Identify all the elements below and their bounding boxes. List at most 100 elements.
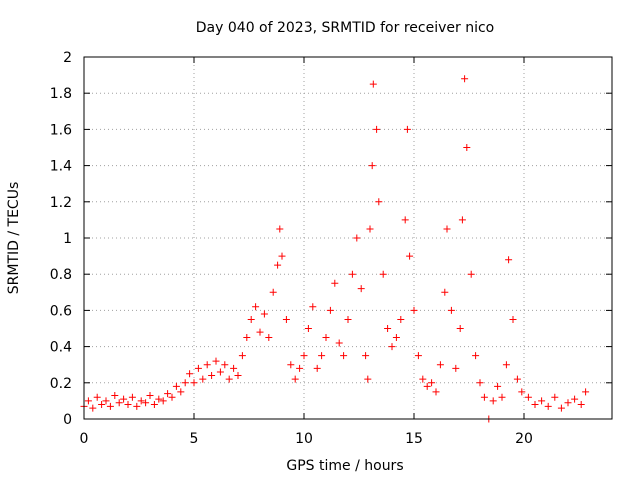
y-tick-label: 0.8 [50, 267, 72, 283]
data-point [476, 379, 484, 387]
data-point [362, 352, 370, 360]
data-point [291, 375, 299, 383]
data-point [406, 252, 414, 260]
data-point [146, 391, 154, 399]
data-point [353, 234, 361, 242]
x-tick-label: 15 [405, 431, 423, 447]
data-point [120, 395, 128, 403]
data-point [238, 352, 246, 360]
data-point [159, 397, 167, 405]
data-point [375, 198, 383, 206]
y-tick-label: 2 [63, 50, 72, 66]
y-tick-label: 1 [63, 231, 72, 247]
data-point [300, 352, 308, 360]
data-point [582, 388, 590, 396]
data-point [472, 352, 480, 360]
data-point [441, 288, 449, 296]
data-point [498, 393, 506, 401]
data-point [142, 399, 150, 407]
data-point [243, 334, 251, 342]
data-point [221, 361, 229, 369]
chart-title: Day 040 of 2023, SRMTID for receiver nic… [196, 20, 494, 36]
x-tick-label: 10 [295, 431, 313, 447]
data-point [373, 125, 381, 133]
data-point [106, 402, 114, 410]
data-point [164, 390, 172, 398]
data-point [282, 315, 290, 323]
data-point [93, 393, 101, 401]
data-point [414, 352, 422, 360]
x-axis-label: GPS time / hours [286, 458, 403, 474]
data-point [304, 325, 312, 332]
data-point [463, 144, 471, 151]
y-tick-label: 0.6 [50, 303, 72, 319]
data-point [401, 216, 409, 224]
data-point [89, 404, 97, 412]
data-point [368, 162, 376, 170]
data-point [155, 395, 163, 403]
data-point [111, 391, 119, 399]
data-point [432, 388, 440, 396]
data-point [557, 404, 565, 412]
grid [84, 57, 612, 419]
data-point [403, 125, 411, 133]
data-point [419, 375, 427, 383]
data-point [505, 256, 513, 264]
data-point [318, 352, 326, 360]
data-point [128, 393, 136, 401]
data-point [494, 382, 502, 390]
data-point [502, 361, 510, 369]
data-point [172, 382, 180, 390]
data-point [296, 364, 304, 372]
data-point [331, 279, 339, 287]
data-point [577, 401, 585, 409]
data-point [357, 285, 365, 293]
data-point [186, 370, 194, 378]
data-point [410, 306, 418, 314]
data-point [397, 315, 405, 323]
y-tick-label: 0 [63, 412, 72, 428]
data-point [379, 270, 387, 278]
data-point [177, 388, 185, 396]
data-point [194, 364, 202, 372]
data-point [340, 352, 348, 360]
y-tick-label: 1.8 [50, 86, 72, 102]
data-point [247, 315, 255, 323]
data-point [489, 397, 497, 405]
y-tick-label: 0.2 [50, 376, 72, 392]
data-point [513, 375, 521, 383]
data-point [181, 379, 189, 387]
data-point [124, 401, 132, 409]
y-tick-label: 1.2 [50, 195, 72, 211]
data-point [538, 397, 546, 405]
data-point [269, 288, 277, 296]
data-point [287, 361, 295, 369]
data-point [369, 80, 377, 88]
data-point [322, 334, 330, 342]
data-point [524, 393, 532, 401]
data-point [150, 401, 158, 409]
data-point [168, 393, 176, 401]
data-point [388, 343, 396, 351]
data-point [102, 397, 110, 405]
x-tick-label: 20 [515, 431, 533, 447]
x-tick-label: 5 [190, 431, 199, 447]
data-point [544, 402, 552, 410]
data-point [276, 225, 284, 233]
data-point [447, 306, 455, 314]
data-point [216, 368, 224, 376]
data-point [208, 372, 216, 380]
data-point [98, 401, 106, 409]
data-point [199, 375, 207, 383]
y-tick-label: 1.6 [50, 122, 72, 138]
data-point [256, 328, 264, 336]
data-point [212, 357, 220, 365]
data-point [84, 397, 92, 405]
data-point [564, 399, 572, 407]
data-point [571, 395, 579, 403]
data-point [230, 364, 238, 372]
data-point [366, 225, 374, 233]
data-point [137, 397, 145, 405]
y-axis-label: SRMTID / TECUs [6, 182, 22, 295]
